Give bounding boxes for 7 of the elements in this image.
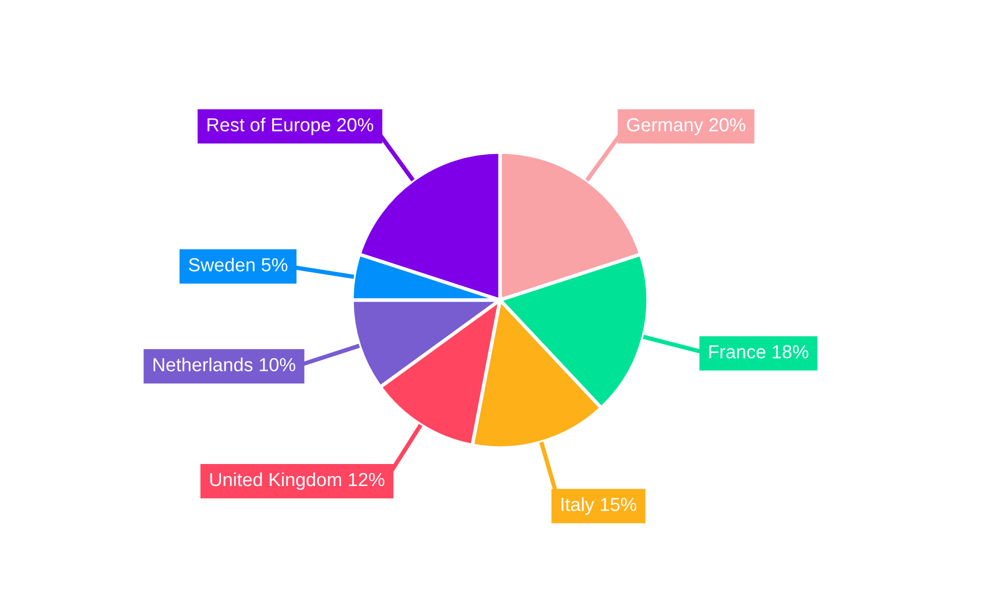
- slice-label: France 18%: [709, 345, 808, 358]
- slice-label: Rest of Europe 20%: [208, 118, 374, 136]
- slice-label: Netherlands 10%: [154, 358, 296, 372]
- slice-label: Germany 20%: [627, 118, 746, 136]
- slice-label: United Kingdom 12%: [210, 472, 384, 490]
- slice-label: Italy 15%: [562, 497, 636, 515]
- slice-label: Sweden 5%: [188, 258, 288, 272]
